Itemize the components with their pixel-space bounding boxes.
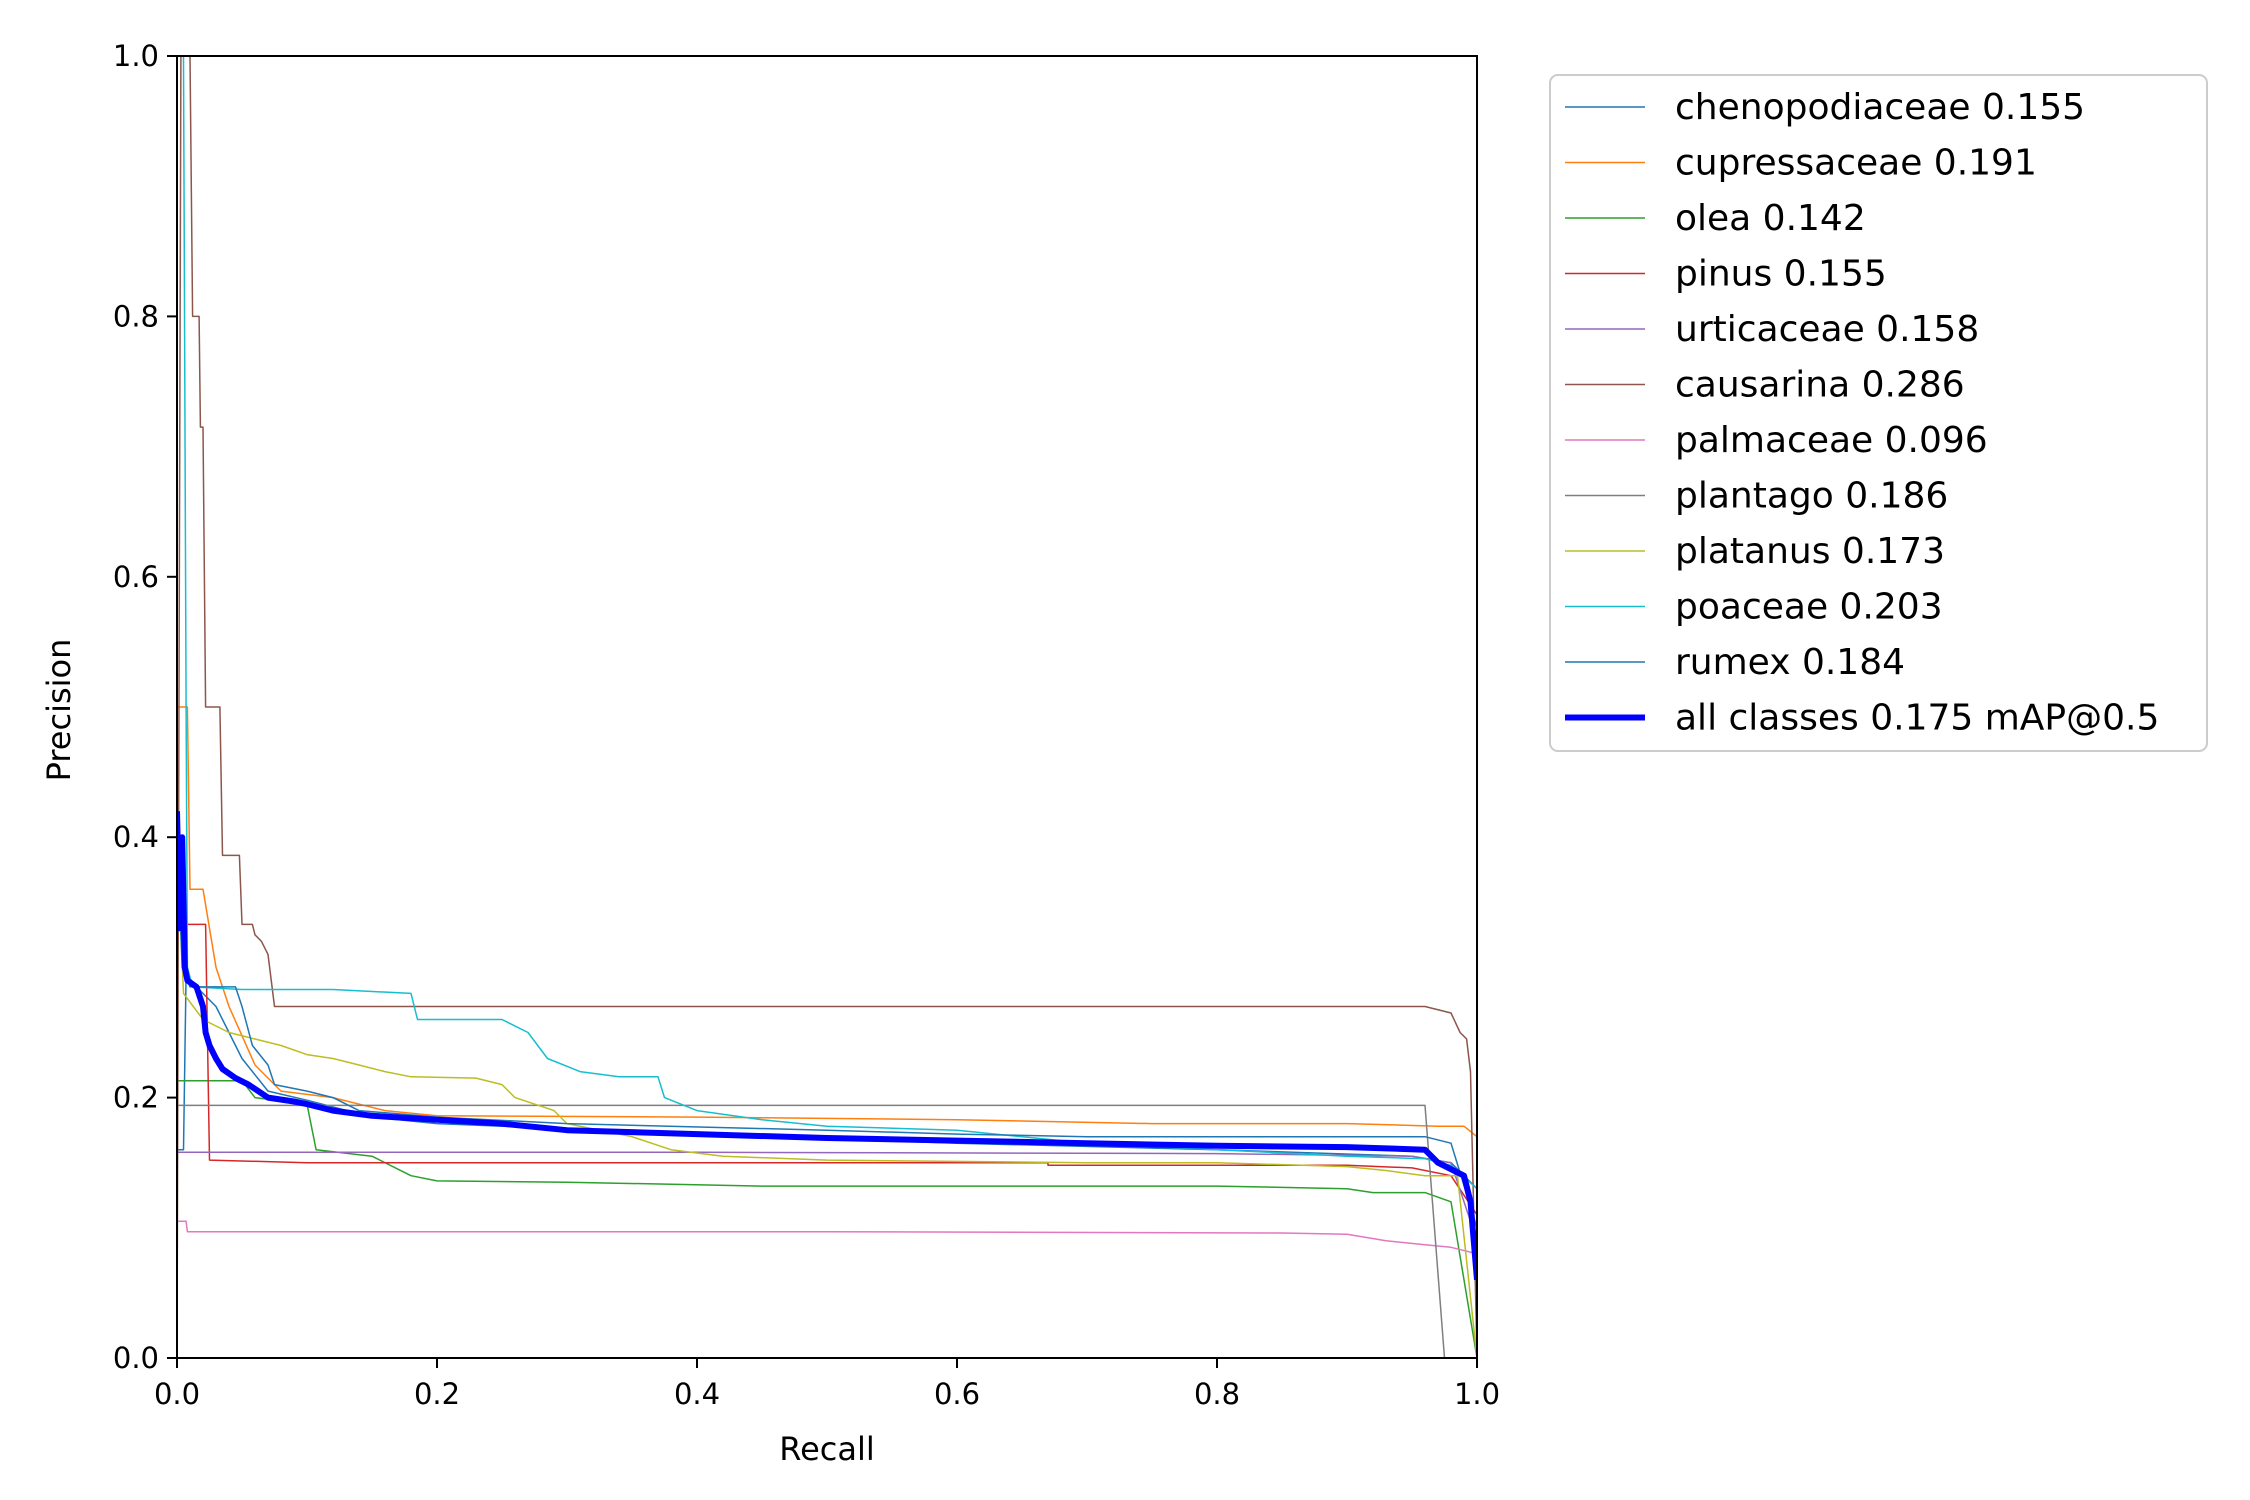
legend-label-11: all classes 0.175 mAP@0.5 <box>1675 698 2159 739</box>
series-line-5 <box>177 56 1477 1358</box>
y-tick-label: 0.8 <box>113 299 159 333</box>
legend-label-1: cupressaceae 0.191 <box>1675 143 2037 184</box>
x-tick-label: 0.4 <box>674 1377 720 1411</box>
legend-label-10: rumex 0.184 <box>1675 642 1905 683</box>
series-layer <box>177 56 1477 1358</box>
x-tick-label: 1.0 <box>1454 1377 1500 1411</box>
x-tick-label: 0.0 <box>154 1377 200 1411</box>
x-axis-label: Recall <box>779 1430 874 1468</box>
series-line-3 <box>177 923 1477 1216</box>
legend-label-4: urticaceae 0.158 <box>1675 309 1979 350</box>
legend-label-2: olea 0.142 <box>1675 198 1866 239</box>
legend-label-9: poaceae 0.203 <box>1675 587 1943 628</box>
legend-label-8: platanus 0.173 <box>1675 531 1945 572</box>
y-tick-label: 0.4 <box>113 820 159 854</box>
legend-frame <box>1549 74 2208 752</box>
series-line-8 <box>177 837 1477 1358</box>
x-axis-ticks: 0.0 0.2 0.4 0.6 0.8 1.0 <box>154 1358 1500 1411</box>
plot-frame <box>176 55 1478 1359</box>
legend-label-0: chenopodiaceae 0.155 <box>1675 87 2085 128</box>
x-tick-label: 0.2 <box>414 1377 460 1411</box>
y-axis-label: Precision <box>40 639 78 782</box>
series-line-2 <box>177 1079 1477 1358</box>
x-tick-label: 0.6 <box>934 1377 980 1411</box>
series-line-9 <box>177 56 1477 1190</box>
series-line-1 <box>177 706 1477 1138</box>
legend-label-3: pinus 0.155 <box>1675 254 1887 295</box>
series-line-10 <box>177 837 1477 1229</box>
y-tick-label: 1.0 <box>113 39 159 73</box>
x-tick-label: 0.8 <box>1194 1377 1240 1411</box>
legend-label-5: causarina 0.286 <box>1675 365 1965 406</box>
legend-label-6: palmaceae 0.096 <box>1675 420 1988 461</box>
series-line-11 <box>177 811 1477 1281</box>
y-tick-label: 0.6 <box>113 560 159 594</box>
legend-label-7: plantago 0.186 <box>1675 476 1948 517</box>
y-axis-ticks: 0.0 0.2 0.4 0.6 0.8 1.0 <box>113 39 177 1375</box>
legend: chenopodiaceae 0.155 cupressaceae 0.191 ol… <box>1549 74 2208 752</box>
y-tick-label: 0.0 <box>113 1341 159 1375</box>
y-tick-label: 0.2 <box>113 1081 159 1115</box>
series-line-6 <box>177 1220 1477 1255</box>
series-line-7 <box>177 1104 1446 1358</box>
